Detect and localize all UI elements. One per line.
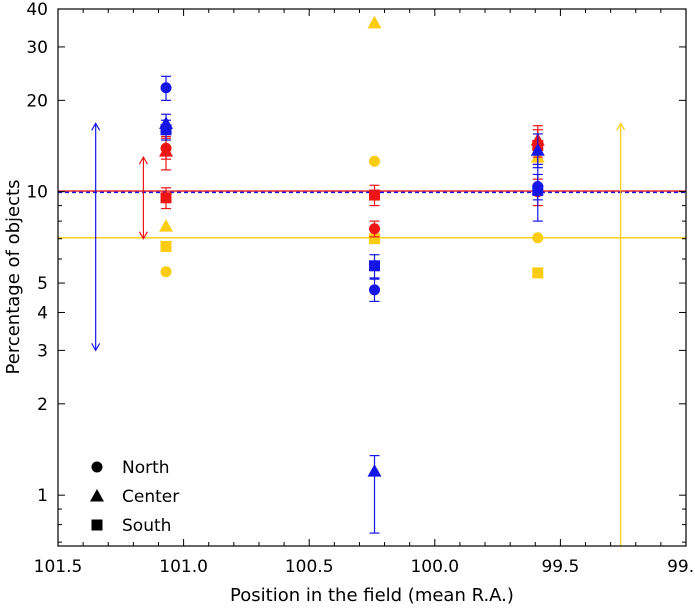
data-point-red-circle xyxy=(369,223,381,235)
legend-label-north: North xyxy=(122,458,170,478)
legend-label-south: South xyxy=(122,516,171,536)
axes: 101.5 101.0 100.5 100.0 99.5 99.0 1 2 3 4 5 10 20 30 4… xyxy=(26,0,695,577)
plot-area xyxy=(58,15,686,546)
legend: North Center South xyxy=(90,458,179,536)
y-tick-label: 40 xyxy=(26,0,48,20)
data-point-yellow-circle xyxy=(160,266,172,278)
x-tick-label: 99.5 xyxy=(541,557,579,577)
data-point-yellow-square xyxy=(160,240,172,252)
data-point-red-square xyxy=(369,189,381,201)
legend-marker-triangle xyxy=(90,489,104,502)
y-tick-label: 10 xyxy=(26,183,48,203)
x-tick-label: 100.5 xyxy=(285,557,334,577)
x-axis-title: Position in the field (mean R.A.) xyxy=(230,585,514,606)
legend-label-center: Center xyxy=(122,487,179,507)
y-tick-label: 20 xyxy=(26,91,48,111)
x-tick-label: 101.0 xyxy=(159,557,208,577)
y-tick-label: 4 xyxy=(37,303,48,323)
data-point-blue-triangle xyxy=(530,143,545,156)
legend-marker-circle xyxy=(91,461,103,473)
range-arrow-head-red xyxy=(138,231,148,240)
data-point-yellow-square xyxy=(369,233,381,245)
x-tick-label: 99.0 xyxy=(667,557,695,577)
legend-marker-square xyxy=(91,519,103,531)
data-point-yellow-square xyxy=(532,267,544,279)
y-tick-label: 3 xyxy=(37,341,48,361)
data-point-red-triangle xyxy=(159,144,174,157)
range-arrow-head-red xyxy=(138,155,148,165)
range-arrow-head-blue xyxy=(91,122,101,131)
data-point-blue-square xyxy=(160,124,172,136)
plot-frame xyxy=(57,8,687,547)
data-point-red-square xyxy=(160,192,172,204)
data-point-yellow-circle xyxy=(369,155,381,167)
range-arrow-head-yellow xyxy=(616,122,626,131)
x-tick-label: 101.5 xyxy=(34,557,83,577)
y-tick-label: 2 xyxy=(37,395,48,415)
y-tick-label: 5 xyxy=(37,274,48,294)
y-tick-label: 1 xyxy=(37,486,48,506)
data-point-yellow-circle xyxy=(532,232,544,244)
data-point-blue-square xyxy=(369,260,381,272)
y-tick-label: 30 xyxy=(26,38,48,58)
data-point-yellow-triangle xyxy=(159,219,174,232)
data-point-yellow-triangle xyxy=(367,15,382,29)
x-tick-label: 100.0 xyxy=(410,557,459,577)
data-point-blue-circle xyxy=(369,284,381,296)
data-point-blue-square xyxy=(532,184,544,196)
data-point-blue-circle xyxy=(160,82,172,94)
range-arrow-head-blue xyxy=(91,343,101,352)
data-point-blue-triangle xyxy=(367,464,382,477)
y-axis-title: Percentage of objects xyxy=(3,180,24,375)
